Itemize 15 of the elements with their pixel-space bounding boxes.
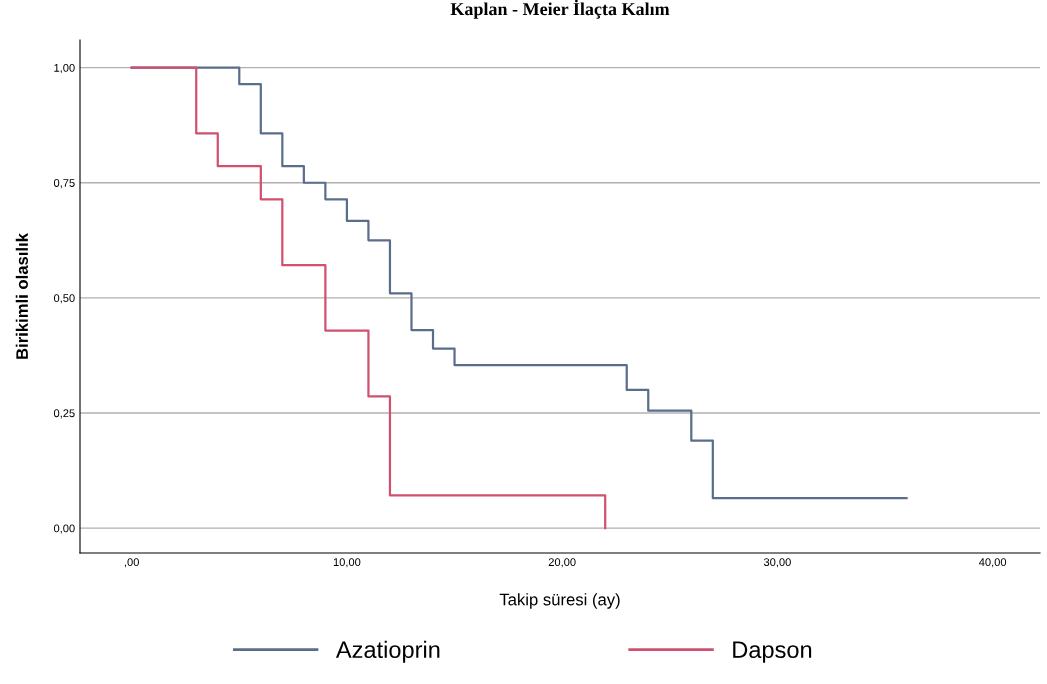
y-tick-label: 0,75 (53, 179, 75, 189)
y-axis-title: Birikimli olasılık (15, 233, 28, 359)
legend-label: Azatioprin (335, 640, 440, 663)
y-tick-label: 0,50 (53, 294, 75, 304)
x-tick-label: 10,00 (333, 558, 361, 568)
x-tick-label: 30,00 (763, 558, 791, 568)
x-tick-label: 20,00 (548, 558, 576, 568)
x-axis-title: Takip süresi (ay) (499, 593, 620, 609)
x-tick-label: ,00 (124, 558, 139, 568)
chart-title: Kaplan - Meier İlaçta Kalım (450, 0, 670, 19)
y-tick-label: 1,00 (54, 63, 75, 74)
y-tick-label: 0,00 (53, 524, 75, 534)
y-tick-label: 0,25 (53, 409, 75, 419)
legend-label: Dapson (733, 641, 812, 663)
x-tick-label: 40,00 (979, 558, 1007, 568)
